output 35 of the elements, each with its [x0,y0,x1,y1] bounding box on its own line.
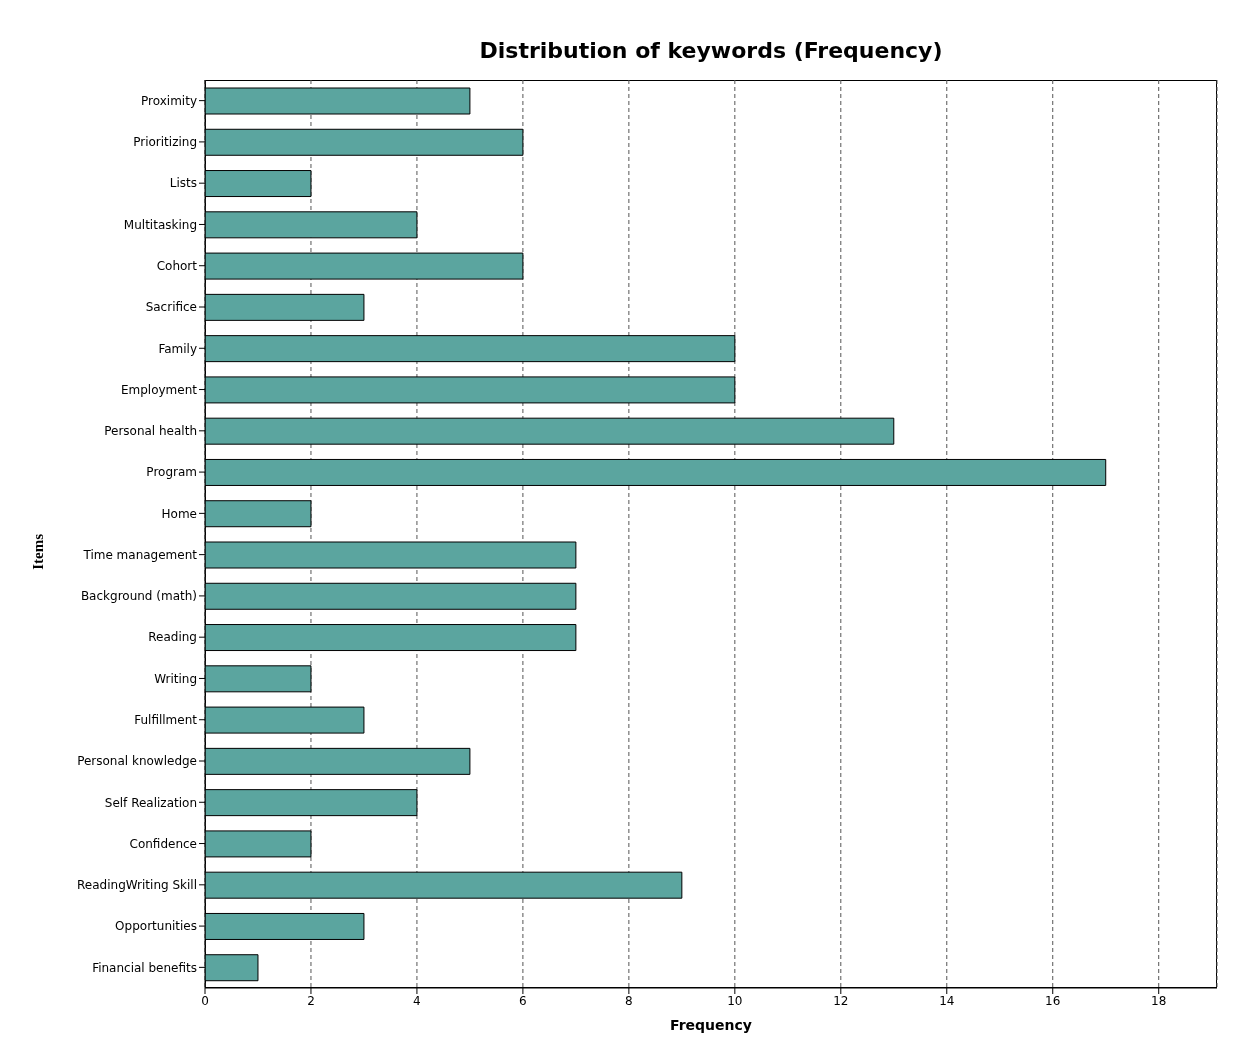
y-tick-label: Program [146,465,197,480]
y-tick-label: Opportunities [115,919,197,934]
x-tick-label: 8 [625,993,633,1008]
chart-title: Distribution of keywords (Frequency) [478,38,944,63]
x-tick-label: 16 [1045,993,1061,1008]
x-tick-label: 4 [413,993,421,1008]
y-tick-label: Fulfillment [134,712,198,727]
y-tick-label: Background (math) [80,589,197,604]
y-tick-label: Reading [148,630,197,645]
y-tick-label: Financial benefits [92,960,197,975]
y-tick-label: Writing [154,671,197,686]
x-tick-label: 12 [833,993,849,1008]
y-tick-label: ReadingWriting Skill [77,878,197,893]
x-tick-label: 2 [307,993,315,1008]
y-tick-label: Sacrifice [145,300,197,315]
y-tick-label: Employment [120,382,198,397]
y-tick-label: Prioritizing [133,135,197,150]
y-axis-title: Items [30,533,47,570]
y-tick-label: Multitasking [123,217,197,232]
y-tick-label: Home [161,506,197,521]
y-tick-label: Personal health [104,424,197,439]
y-tick-label: Family [158,341,197,356]
y-tick-label: Personal knowledge [77,754,197,769]
x-tick-label: 6 [519,993,527,1008]
x-tick-label: 18 [1151,993,1167,1008]
x-tick-label: 14 [939,993,955,1008]
x-axis-title: Frequency [670,1017,752,1033]
x-tick-label: 0 [201,993,209,1008]
y-tick-label: Lists [169,176,197,191]
y-tick-label: Proximity [141,93,197,108]
y-tick-label: Confidence [129,836,197,851]
x-tick-label: 10 [727,993,743,1008]
y-tick-label: Cohort [156,258,198,273]
y-tick-label: Time management [82,547,198,562]
y-tick-label: Self Realization [104,795,197,810]
